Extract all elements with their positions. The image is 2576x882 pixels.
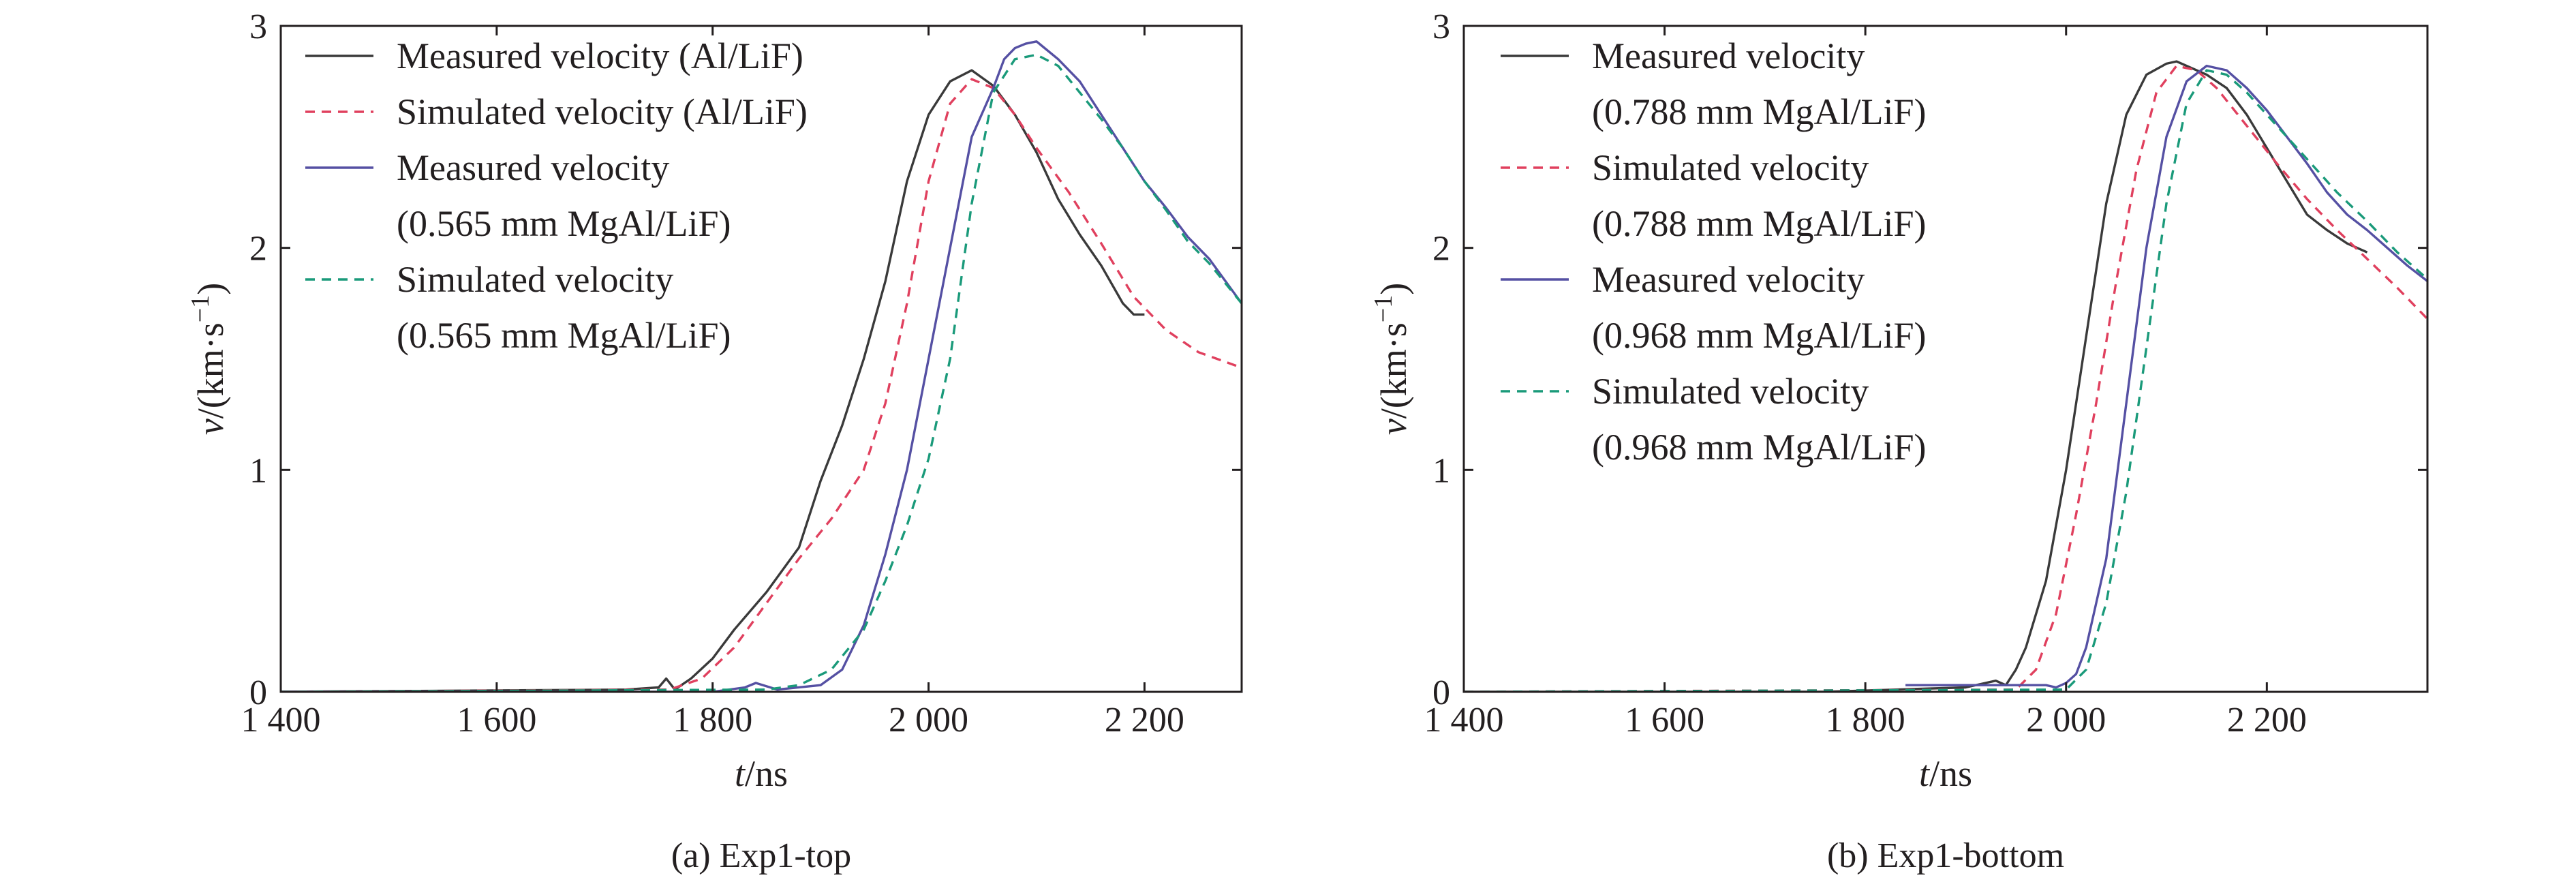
x-axis-label: t/ns [735,753,788,794]
legend-label: (0.788 mm MgAl/LiF) [1592,203,1927,244]
series-line-4 [1464,69,2427,692]
legend: Measured velocity (0.788 mm MgAl/LiF) Simu… [1501,35,1927,468]
panel-caption: (b) Exp1-bottom [1827,836,2064,875]
legend-label: (0.565 mm MgAl/LiF) [397,203,731,244]
x-tick-label: 1 800 [673,701,752,740]
plot-frame [1462,25,2429,693]
y-tick-label: 1 [1432,451,1450,490]
series-group [281,40,1242,692]
x-tick-label: 1 800 [1826,701,1905,740]
legend-label: (0.565 mm MgAl/LiF) [397,315,731,356]
x-axis-label: t/ns [1919,753,1972,794]
legend: Measured velocity (Al/LiF) Simulated velo… [305,35,808,356]
y-tick-label: 0 [1432,673,1450,712]
legend-label: (0.788 mm MgAl/LiF) [1592,91,1927,132]
series-line-2 [281,78,1242,692]
y-tick-label: 0 [249,673,267,712]
legend-label: Measured velocity [397,147,669,188]
x-tick-label: 2 200 [1105,701,1184,740]
y-tick-label: 1 [249,451,267,490]
chart-panel-b: 1 400 1 600 1 800 2 000 2 200 0 1 2 3 t/ns v/(km·s… [1369,7,2429,875]
legend-label: Measured velocity [1592,259,1865,300]
series-line-3 [1905,64,2427,689]
legend-label: (0.968 mm MgAl/LiF) [1592,427,1927,468]
y-tick-label: 2 [1432,230,1450,269]
legend-label: Simulated velocity [1592,147,1869,188]
panel-caption: (a) Exp1-top [671,836,851,875]
x-tick-label: 2 200 [2227,701,2307,740]
legend-label: Measured velocity (Al/LiF) [397,35,803,76]
x-tick-label: 1 400 [1424,701,1504,740]
y-axis-label: v/(km·s−1) [1369,283,1414,435]
chart-panel-a: 1 400 1 600 1 800 2 000 2 200 0 1 2 3 t/ns v/(km·s… [186,7,1243,875]
y-tick-label: 3 [249,7,267,46]
x-tick-label: 2 000 [2026,701,2106,740]
series-line-4 [281,53,1242,692]
legend-label: Simulated velocity [397,259,673,300]
series-line-2 [1464,64,2427,692]
series-line-3 [281,40,1242,692]
y-tick-label: 2 [249,230,267,269]
legend-label: (0.968 mm MgAl/LiF) [1592,315,1927,356]
series-group [1464,60,2427,692]
y-axis-label: v/(km·s−1) [186,283,231,435]
x-tick-label: 2 000 [889,701,968,740]
plot-frame [279,25,1243,693]
x-tick-label: 1 600 [1625,701,1704,740]
legend-label: Measured velocity [1592,35,1865,76]
y-tick-label: 3 [1432,7,1450,46]
x-tick-label: 1 600 [457,701,536,740]
x-tick-label: 1 400 [241,701,321,740]
legend-label: Simulated velocity (Al/LiF) [397,91,808,132]
legend-label: Simulated velocity [1592,371,1869,412]
